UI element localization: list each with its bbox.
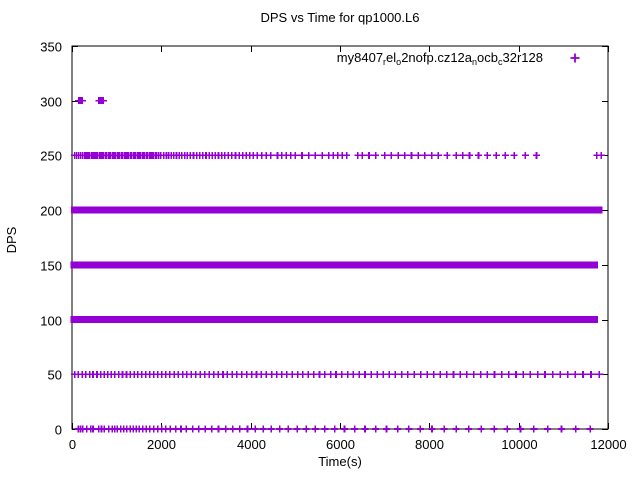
x-tick-label-2000: 2000 [147, 437, 176, 452]
data-points-layer [70, 97, 605, 433]
data-level-50 [71, 370, 604, 378]
data-level-150 [70, 261, 599, 269]
data-level-300 [75, 97, 107, 105]
x-axis-title: Time(s) [318, 454, 362, 469]
y-tick-label-200: 200 [40, 204, 62, 219]
y-tick-label-350: 350 [40, 40, 62, 55]
y-axis-ticks: 0 50 100 150 200 250 300 350 [40, 40, 608, 438]
data-level-200 [70, 206, 603, 214]
x-tick-label-10000: 10000 [501, 437, 537, 452]
legend: my8407relo2nofp.cz12anocbc32r128 [337, 50, 580, 67]
x-tick-label-4000: 4000 [237, 437, 266, 452]
legend-entry-label: my8407relo2nofp.cz12anocbc32r128 [337, 50, 543, 67]
data-level-100 [70, 316, 599, 324]
y-tick-label-150: 150 [40, 259, 62, 274]
chart-title: DPS vs Time for qp1000.L6 [261, 10, 420, 25]
y-tick-label-300: 300 [40, 95, 62, 110]
x-tick-label-6000: 6000 [326, 437, 355, 452]
y-tick-label-50: 50 [48, 368, 62, 383]
x-axis-ticks: 0 2000 4000 6000 8000 10000 12000 [69, 46, 627, 452]
x-tick-label-12000: 12000 [590, 437, 626, 452]
y-tick-label-0: 0 [55, 423, 62, 438]
legend-marker-plus-icon [570, 53, 580, 63]
y-tick-label-100: 100 [40, 314, 62, 329]
x-tick-label-0: 0 [69, 437, 76, 452]
y-axis-title: DPS [4, 226, 19, 253]
x-tick-label-8000: 8000 [415, 437, 444, 452]
data-level-0 [74, 425, 594, 433]
y-tick-label-250: 250 [40, 149, 62, 164]
data-level-250 [71, 151, 605, 159]
